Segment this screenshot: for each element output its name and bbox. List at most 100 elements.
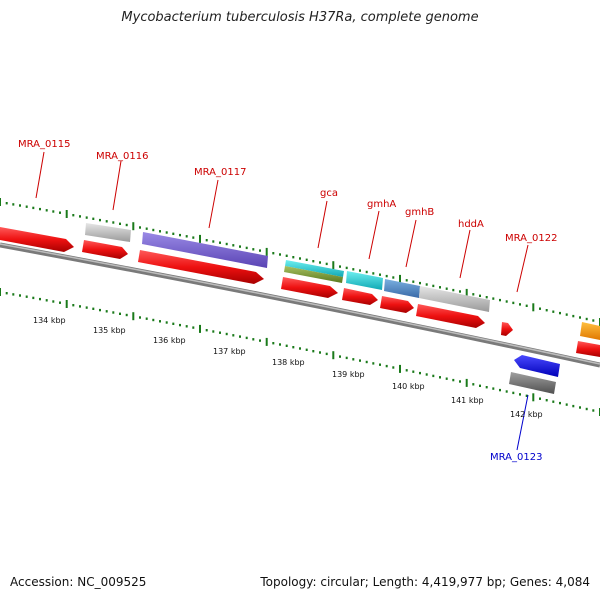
inner-minor-tick — [439, 376, 441, 379]
outer-minor-tick — [305, 258, 308, 261]
inner-minor-tick — [445, 377, 448, 380]
outer-minor-tick — [432, 284, 435, 288]
cds-arrow-hdda — [416, 304, 485, 328]
outer-minor-tick — [72, 214, 75, 217]
inner-minor-tick — [412, 370, 415, 373]
outer-minor-tick — [212, 240, 215, 243]
outer-minor-tick — [39, 207, 41, 211]
outer-minor-tick — [492, 297, 495, 300]
inner-minor-tick — [339, 355, 341, 358]
outer-minor-tick — [285, 254, 288, 257]
inner-minor-tick — [172, 322, 175, 325]
outer-minor-tick — [319, 261, 321, 264]
inner-minor-tick — [432, 374, 435, 378]
outer-minor-tick — [12, 203, 15, 206]
inner-minor-tick — [252, 338, 255, 341]
inner-minor-tick — [99, 308, 101, 312]
outer-minor-tick — [119, 222, 121, 225]
genome-backbone — [0, 242, 600, 368]
outer-minor-tick — [419, 281, 421, 285]
cds-arrow-mra0115 — [0, 227, 74, 252]
inner-minor-tick — [565, 403, 568, 406]
gene-block-gca-2 — [284, 266, 343, 283]
kbp-label-134: 134 kbp — [33, 316, 66, 325]
outer-minor-tick — [512, 301, 515, 305]
accession-text: Accession: NC_009525 — [10, 575, 147, 589]
inner-minor-tick — [125, 313, 128, 317]
inner-minor-tick — [385, 364, 388, 368]
outer-minor-tick — [439, 286, 441, 289]
outer-minor-tick — [105, 220, 108, 223]
inner-major-tick — [465, 378, 468, 387]
outer-minor-tick — [5, 202, 8, 205]
outer-minor-tick — [19, 204, 21, 207]
inner-minor-tick — [232, 334, 235, 337]
inner-minor-tick — [299, 347, 301, 350]
leader-hdda — [459, 229, 471, 279]
gene-block-gca — [285, 260, 344, 277]
inner-minor-tick — [285, 344, 288, 347]
outer-minor-tick — [52, 210, 55, 213]
outer-minor-tick — [259, 249, 261, 252]
inner-minor-tick — [72, 304, 75, 307]
kbp-label-142: 142 kbp — [510, 410, 543, 419]
outer-minor-tick — [192, 236, 195, 239]
cds-arrow-right-edge — [576, 341, 600, 357]
outer-minor-tick — [545, 309, 548, 312]
outer-major-tick — [65, 210, 68, 218]
label-mra0122: MRA_0122 — [505, 233, 557, 244]
inner-minor-tick — [85, 306, 88, 309]
outer-tick-marks — [0, 198, 600, 326]
outer-minor-tick — [592, 319, 595, 322]
outer-minor-tick — [539, 307, 541, 310]
outer-minor-tick — [219, 241, 221, 244]
inner-minor-tick — [365, 360, 368, 364]
outer-minor-tick — [385, 274, 388, 278]
inner-minor-tick — [525, 394, 528, 397]
cds-arrow-mra0117 — [138, 250, 264, 284]
inner-minor-tick — [372, 362, 375, 365]
outer-minor-tick — [145, 227, 148, 230]
kbp-labels: 134 kbp 135 kbp 136 kbp 137 kbp 138 kbp … — [33, 316, 543, 419]
label-hdda: hddA — [458, 219, 484, 230]
inner-minor-tick — [492, 387, 495, 390]
outer-minor-tick — [412, 280, 415, 283]
outer-minor-tick — [499, 298, 501, 302]
outer-minor-tick — [579, 316, 581, 319]
outer-minor-tick — [519, 303, 521, 306]
inner-minor-tick — [272, 342, 275, 345]
genome-info-text: Topology: circular; Length: 4,419,977 bp… — [260, 575, 590, 589]
inner-minor-tick — [519, 393, 521, 396]
inner-minor-tick — [152, 318, 155, 322]
inner-minor-tick — [579, 406, 581, 409]
inner-minor-tick — [505, 390, 508, 393]
outer-minor-tick — [159, 230, 161, 233]
outer-minor-tick — [359, 269, 361, 272]
label-leader-lines — [35, 151, 529, 451]
kbp-label-140: 140 kbp — [392, 382, 425, 391]
inner-minor-tick — [359, 359, 361, 362]
inner-minor-tick — [59, 301, 61, 304]
outer-minor-tick — [572, 314, 575, 318]
label-gmha: gmhA — [367, 199, 396, 210]
outer-major-tick — [532, 303, 535, 312]
outer-minor-tick — [165, 231, 168, 234]
inner-major-tick — [132, 312, 135, 321]
inner-minor-tick — [479, 384, 481, 387]
outer-minor-tick — [459, 290, 461, 293]
outer-minor-tick — [559, 311, 561, 315]
kbp-label-135: 135 kbp — [93, 326, 126, 335]
inner-minor-tick — [5, 292, 8, 295]
inner-minor-tick — [25, 295, 28, 298]
inner-minor-tick — [192, 326, 195, 329]
gene-block-hdda — [419, 286, 490, 312]
outer-minor-tick — [485, 296, 488, 299]
outer-minor-tick — [112, 221, 115, 224]
inner-minor-tick — [165, 321, 168, 324]
label-mra0115: MRA_0115 — [18, 139, 70, 150]
leader-mra0116 — [112, 160, 122, 211]
outer-minor-tick — [345, 266, 348, 270]
outer-minor-tick — [152, 228, 155, 232]
inner-minor-tick — [79, 305, 81, 308]
outer-minor-tick — [392, 276, 395, 279]
